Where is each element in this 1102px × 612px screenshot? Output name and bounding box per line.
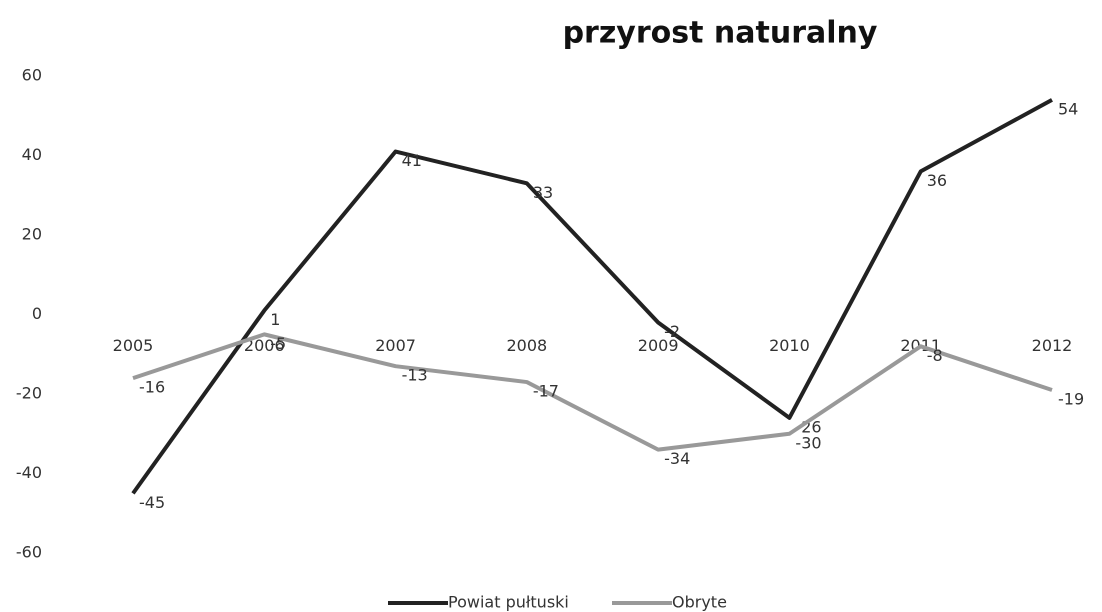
data-label: -8 — [927, 346, 943, 365]
y-tick-label: 20 — [22, 225, 42, 244]
x-tick-label: 2010 — [769, 336, 810, 355]
data-label: -19 — [1058, 390, 1084, 409]
legend-label: Powiat pułtuski — [448, 593, 569, 612]
y-tick-label: -60 — [16, 543, 42, 562]
data-label: 33 — [533, 183, 553, 202]
x-tick-label: 2007 — [375, 336, 416, 355]
x-tick-label: 2006 — [244, 336, 285, 355]
chart-title: przyrost naturalny — [563, 16, 878, 51]
legend-label: Obryte — [672, 593, 727, 612]
x-tick-label: 2009 — [638, 336, 679, 355]
series-line — [131, 98, 1053, 495]
data-label: -26 — [795, 417, 821, 436]
y-tick-label: -40 — [16, 463, 42, 482]
data-label: -17 — [533, 382, 559, 401]
data-label: -16 — [139, 378, 165, 397]
data-label: 1 — [270, 310, 280, 329]
x-tick-label: 2008 — [506, 336, 547, 355]
series-line — [132, 332, 1053, 452]
data-label: -5 — [270, 334, 286, 353]
data-label: 54 — [1058, 99, 1078, 118]
data-label: 41 — [402, 151, 422, 170]
data-label: 36 — [927, 171, 947, 190]
x-tick-label: 2012 — [1032, 336, 1073, 355]
x-tick-label: 2005 — [113, 336, 154, 355]
data-label: -30 — [795, 433, 821, 452]
y-tick-label: -20 — [16, 384, 42, 403]
data-label: -13 — [402, 366, 428, 385]
y-tick-label: 60 — [22, 66, 42, 85]
y-tick-label: 0 — [32, 304, 42, 323]
y-tick-label: 40 — [22, 145, 42, 164]
data-label: -45 — [139, 493, 165, 512]
data-label: -2 — [664, 322, 680, 341]
data-label: -34 — [664, 449, 690, 468]
